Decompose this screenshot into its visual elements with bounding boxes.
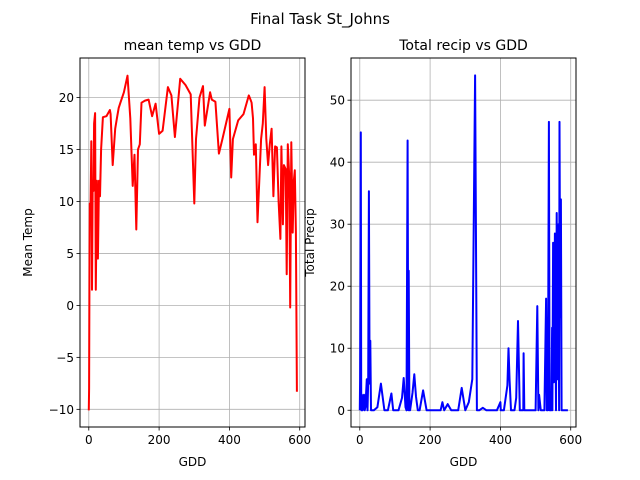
y-tick-label: 20 (330, 280, 345, 294)
y-tick-label: 10 (330, 342, 345, 356)
y-tick-label: 40 (330, 156, 345, 170)
series-line (358, 74, 569, 412)
x-tick-label: 400 (489, 433, 512, 447)
axes-title: Total recip vs GDD (398, 38, 528, 54)
tick-marks: 0 200 400 600 −10 −5 0 5 10 15 20 (49, 91, 312, 447)
x-tick-label: 0 (356, 433, 364, 447)
y-tick-label: 0 (66, 299, 74, 313)
y-axis-label: Total Precip (303, 208, 317, 277)
tick-marks: 0 200 400 600 0 10 20 30 40 50 (330, 94, 582, 447)
x-axis-label: GDD (179, 455, 207, 469)
axes-mean-temp: 0 200 400 600 −10 −5 0 5 10 15 20 mean temp vs GDD… (21, 38, 311, 469)
axes-frame (79, 57, 306, 428)
x-tick-label: 0 (85, 433, 93, 447)
x-tick-label: 600 (288, 433, 311, 447)
x-tick-label: 600 (559, 433, 582, 447)
y-tick-label: −5 (56, 351, 74, 365)
y-tick-label: 5 (66, 247, 74, 261)
y-tick-label: 20 (59, 91, 74, 105)
y-tick-label: 15 (59, 143, 74, 157)
grid-lines (351, 58, 576, 427)
x-tick-label: 400 (218, 433, 241, 447)
plot-area (358, 74, 569, 412)
grid-lines (80, 58, 305, 427)
y-tick-label: 10 (59, 195, 74, 209)
x-tick-label: 200 (148, 433, 171, 447)
x-tick-label: 200 (419, 433, 442, 447)
series-line (87, 74, 298, 411)
plot-area (87, 74, 298, 411)
x-axis-label: GDD (450, 455, 478, 469)
y-tick-label: 0 (337, 404, 345, 418)
y-tick-label: −10 (49, 403, 74, 417)
y-tick-label: 30 (330, 218, 345, 232)
axes-title: mean temp vs GDD (124, 38, 262, 54)
figure-suptitle: Final Task St_Johns (250, 10, 390, 29)
axes-frame (350, 57, 577, 428)
axes-total-precip: 0 200 400 600 0 10 20 30 40 50 Total recip vs GDD… (303, 38, 582, 469)
y-axis-label: Mean Temp (21, 208, 35, 277)
y-tick-label: 50 (330, 94, 345, 108)
